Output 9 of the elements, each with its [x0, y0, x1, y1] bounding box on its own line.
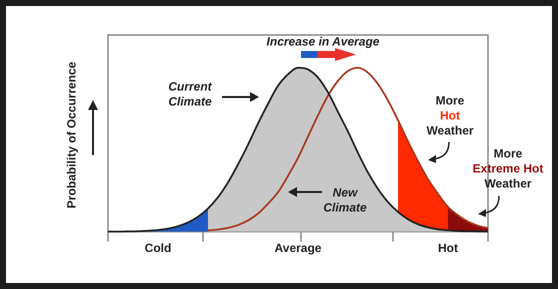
x-tick-label: Average: [274, 241, 322, 256]
y-axis-title: Probability of Occurrence: [64, 61, 78, 208]
x-tick-label: Cold: [144, 241, 172, 256]
text: Increase in Average: [266, 34, 380, 48]
annotation: Current Climate: [168, 79, 213, 108]
annotation: New Climate: [323, 185, 367, 214]
x-tick-label: Hot: [438, 241, 458, 256]
annotation: More Hot Weather: [426, 93, 474, 138]
annotation: More Extreme Hot Weather: [472, 146, 544, 190]
